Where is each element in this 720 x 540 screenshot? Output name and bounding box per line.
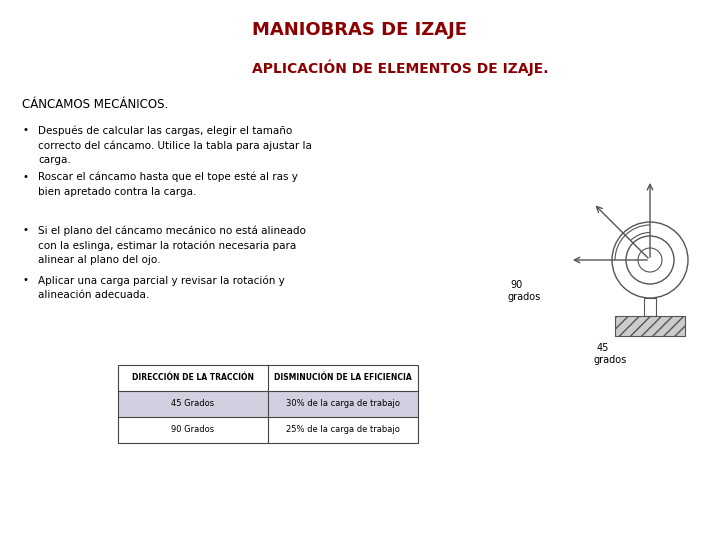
Bar: [118, 417, 418, 443]
Text: Roscar el cáncamo hasta que el tope esté al ras y
bien apretado contra la carga.: Roscar el cáncamo hasta que el tope esté…: [38, 172, 298, 197]
Text: CÁNCAMOS MECÁNICOS.: CÁNCAMOS MECÁNICOS.: [22, 98, 168, 111]
Text: 45: 45: [597, 343, 609, 353]
Bar: [118, 365, 418, 443]
Text: Si el plano del cáncamo mecánico no está alineado
con la eslinga, estimar la rot: Si el plano del cáncamo mecánico no está…: [38, 225, 306, 265]
Text: 90 Grados: 90 Grados: [171, 426, 215, 435]
Text: •: •: [22, 275, 28, 285]
Text: •: •: [22, 172, 28, 182]
Text: 25% de la carga de trabajo: 25% de la carga de trabajo: [286, 426, 400, 435]
Text: Después de calcular las cargas, elegir el tamaño
correcto del cáncamo. Utilice l: Después de calcular las cargas, elegir e…: [38, 125, 312, 165]
Text: DISMINUCIÓN DE LA EFICIENCIA: DISMINUCIÓN DE LA EFICIENCIA: [274, 374, 412, 382]
Text: APLICACIÓN DE ELEMENTOS DE IZAJE.: APLICACIÓN DE ELEMENTOS DE IZAJE.: [252, 60, 548, 76]
Text: DIRECCIÓN DE LA TRACCIÓN: DIRECCIÓN DE LA TRACCIÓN: [132, 374, 254, 382]
Text: MANIOBRAS DE IZAJE: MANIOBRAS DE IZAJE: [253, 21, 467, 39]
Text: 45 Grados: 45 Grados: [171, 400, 215, 408]
Bar: [615, 316, 685, 336]
Bar: [118, 391, 418, 417]
Text: 30% de la carga de trabajo: 30% de la carga de trabajo: [286, 400, 400, 408]
Text: •: •: [22, 125, 28, 135]
Text: Aplicar una carga parcial y revisar la rotación y
alineación adecuada.: Aplicar una carga parcial y revisar la r…: [38, 275, 284, 300]
Text: 90: 90: [510, 280, 522, 290]
Bar: [644, 298, 656, 316]
Text: grados: grados: [507, 292, 540, 302]
Text: grados: grados: [594, 355, 627, 365]
Text: •: •: [22, 225, 28, 235]
Bar: [118, 365, 418, 391]
